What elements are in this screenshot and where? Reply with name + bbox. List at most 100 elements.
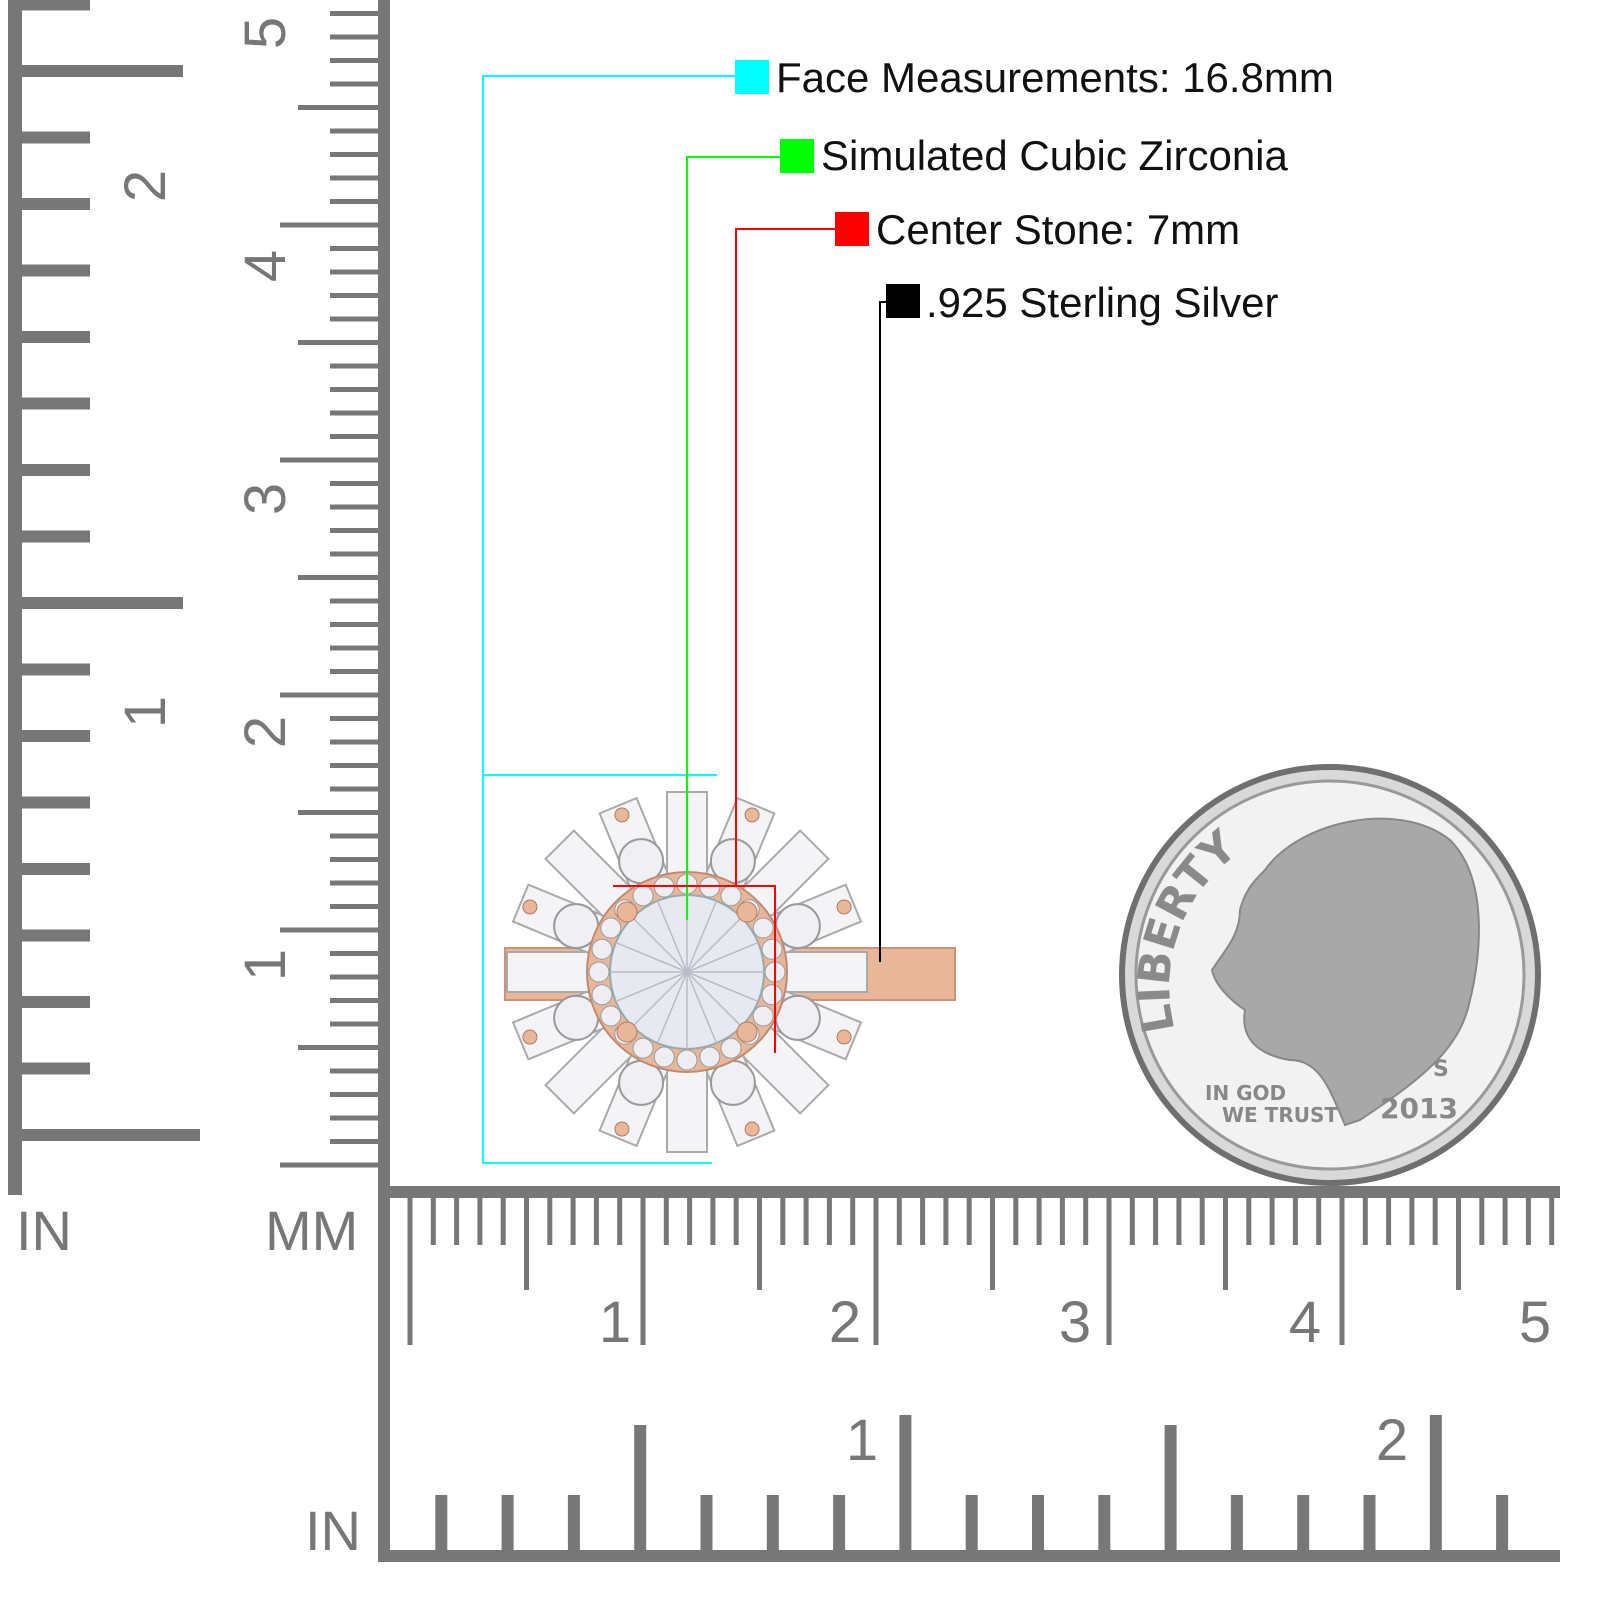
ring-illustration bbox=[504, 791, 956, 1153]
bottom-mm-tick bbox=[990, 1195, 995, 1290]
bottom-inch-tick bbox=[634, 1425, 647, 1555]
bottom-mm-tick bbox=[826, 1195, 832, 1245]
bottom-inch-tick bbox=[435, 1495, 448, 1555]
halo-stone bbox=[600, 1005, 622, 1027]
left-mm-tick bbox=[330, 387, 380, 392]
green-swatch bbox=[780, 139, 814, 173]
halo-stone bbox=[720, 1037, 742, 1059]
halo-stone bbox=[761, 984, 783, 1006]
bottom-mm-tick bbox=[407, 1195, 413, 1345]
bottom-mm-tick bbox=[1316, 1195, 1322, 1245]
center-stone-facet bbox=[686, 941, 759, 973]
left-mm-tick bbox=[330, 128, 380, 134]
left-mm-tick bbox=[330, 269, 380, 275]
bottom-mm-tick bbox=[1386, 1195, 1392, 1245]
dime-coin: LIBERTY IN GOD WE TRUST 2013 S bbox=[1119, 764, 1541, 1186]
left-mm-tick bbox=[330, 669, 380, 674]
red-swatch bbox=[835, 212, 869, 246]
bottom-mm-tick bbox=[547, 1195, 553, 1245]
bottom-mm-tick bbox=[1059, 1195, 1065, 1245]
bottom-mm-tick bbox=[1549, 1195, 1555, 1245]
left-inch-tick bbox=[8, 131, 90, 144]
bottom-mm-label: 2 bbox=[829, 1290, 861, 1355]
left-mm-tick bbox=[280, 1162, 380, 1168]
prong bbox=[744, 807, 760, 823]
left-inch-tick bbox=[8, 796, 90, 809]
left-mm-tick bbox=[330, 739, 380, 745]
bottom-inch-tick bbox=[501, 1495, 514, 1555]
bottom-mm-tick bbox=[570, 1195, 576, 1245]
bottom-inch-ruler-edge bbox=[378, 1550, 1560, 1562]
left-mm-tick bbox=[298, 1045, 380, 1050]
bottom-inch-tick bbox=[1164, 1425, 1177, 1555]
bottom-mm-tick bbox=[780, 1195, 786, 1245]
bottom-inch-tick bbox=[700, 1495, 713, 1555]
center-prong bbox=[736, 1021, 758, 1043]
halo-stone bbox=[699, 1046, 721, 1068]
bottom-inch-tick bbox=[1098, 1495, 1111, 1555]
left-mm-tick bbox=[298, 340, 380, 345]
left-mm-tick bbox=[330, 11, 380, 16]
center-prong bbox=[616, 1021, 638, 1043]
bottom-mm-tick bbox=[477, 1195, 483, 1245]
bottom-inch-tick bbox=[1230, 1495, 1243, 1555]
left-mm-tick bbox=[330, 1092, 380, 1097]
left-mm-tick bbox=[280, 457, 380, 463]
left-mm-tick bbox=[298, 810, 380, 815]
left-inch-tick bbox=[8, 1129, 200, 1141]
bottom-mm-tick bbox=[454, 1195, 460, 1245]
left-mm-tick bbox=[298, 105, 380, 110]
unit-in-bottom: IN bbox=[305, 1499, 361, 1562]
left-mm-tick bbox=[330, 880, 380, 886]
left-mm-tick bbox=[330, 622, 380, 627]
bottom-inch-tick bbox=[766, 1495, 779, 1555]
bottom-inch-tick bbox=[1032, 1495, 1044, 1555]
baguette-stone bbox=[776, 951, 868, 993]
rulers: 1 2 1 2 3 4 5 1 2 3 4 5 1 2 bbox=[8, 0, 1560, 1562]
left-inch-tick bbox=[8, 464, 90, 476]
bottom-mm-tick bbox=[500, 1195, 506, 1245]
bottom-mm-tick bbox=[1106, 1195, 1112, 1345]
halo-stone bbox=[752, 1005, 774, 1027]
bottom-mm-tick bbox=[1036, 1195, 1042, 1245]
bottom-inch-tick bbox=[965, 1495, 978, 1555]
coin-portrait bbox=[1210, 817, 1480, 1127]
unit-mm: MM bbox=[265, 1199, 359, 1262]
left-inch-tick bbox=[8, 331, 90, 343]
left-mm-tick bbox=[330, 316, 380, 322]
bottom-mm-tick bbox=[873, 1195, 879, 1345]
left-inch-tick bbox=[8, 0, 90, 11]
bottom-mm-tick bbox=[687, 1195, 693, 1245]
center-stone-facet bbox=[615, 941, 688, 973]
halo-stone bbox=[600, 917, 622, 939]
bottom-mm-ruler-edge bbox=[380, 1186, 1560, 1198]
left-mm-tick bbox=[280, 222, 380, 228]
bottom-mm-tick bbox=[1432, 1195, 1438, 1245]
center-stone-facet bbox=[632, 917, 688, 973]
bottom-mm-label: 5 bbox=[1519, 1290, 1551, 1355]
bottom-mm-label: 3 bbox=[1059, 1290, 1091, 1355]
left-mm-tick bbox=[330, 293, 380, 298]
coin-mint-mark: S bbox=[1433, 1057, 1449, 1082]
bottom-mm-tick bbox=[1339, 1195, 1345, 1345]
face-measure-leader bbox=[482, 75, 735, 1164]
left-mm-tick bbox=[330, 34, 380, 40]
left-inch-label: 2 bbox=[113, 170, 178, 202]
prong bbox=[836, 1029, 852, 1045]
left-mm-tick bbox=[330, 1068, 380, 1074]
bottom-inch-tick bbox=[899, 1415, 912, 1555]
bottom-mm-tick bbox=[1456, 1195, 1461, 1290]
left-mm-tick bbox=[330, 1021, 380, 1027]
left-mm-tick bbox=[330, 410, 380, 416]
left-mm-ruler-edge bbox=[378, 0, 390, 1195]
left-inch-tick bbox=[8, 65, 183, 77]
prong bbox=[744, 1121, 760, 1137]
bottom-mm-label: 4 bbox=[1289, 1290, 1321, 1355]
center-stone-facet bbox=[686, 971, 718, 1044]
left-mm-tick bbox=[330, 551, 380, 557]
left-inch-tick bbox=[8, 264, 90, 277]
cyan-swatch bbox=[735, 60, 769, 94]
prong bbox=[522, 899, 538, 915]
bottom-inch-tick bbox=[1297, 1495, 1310, 1555]
halo-stone bbox=[591, 984, 613, 1006]
